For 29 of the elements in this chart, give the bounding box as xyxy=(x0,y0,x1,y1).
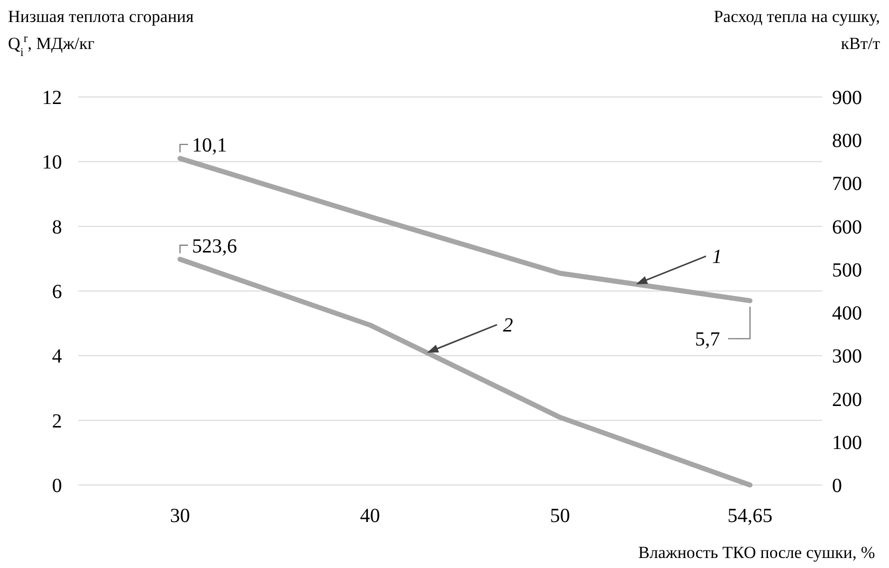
y-tick-label: 10 xyxy=(42,152,62,174)
data-label: 10,1 xyxy=(192,134,227,156)
y2-tick-label: 200 xyxy=(832,388,862,411)
y2-tick-label: 700 xyxy=(832,173,862,196)
y2-tick-label: 400 xyxy=(832,302,862,325)
x-tick-label: 40 xyxy=(360,505,380,527)
y2-tick-label: 900 xyxy=(832,87,862,109)
y2-tick-label: 300 xyxy=(832,346,862,368)
y-tick-label: 6 xyxy=(52,281,62,303)
y-tick-label: 4 xyxy=(52,346,62,368)
y-tick-label: 2 xyxy=(52,410,62,432)
data-label: 523,6 xyxy=(192,235,237,258)
y-tick-label: 12 xyxy=(42,87,62,109)
y2-tick-label: 600 xyxy=(832,216,862,238)
y2-tick-label: 0 xyxy=(832,475,842,497)
y2-axis-title: Расход тепла на сушку, кВт/т xyxy=(714,7,881,53)
x-tick-label: 30 xyxy=(170,505,190,527)
y2-tick-label: 100 xyxy=(832,432,862,454)
series-label: 1 xyxy=(712,246,722,268)
x-axis-title: Влажность ТКО после сушки, % xyxy=(638,543,875,562)
x-tick-label: 50 xyxy=(550,505,570,527)
data-label: 5,7 xyxy=(695,328,720,351)
x-tick-label: 54,65 xyxy=(728,505,772,527)
y2-tick-label: 500 xyxy=(832,259,862,282)
y-axis-title: Низшая теплота сгорания Q$_{i}$$^{r}$, МДж/кг xyxy=(8,7,194,59)
y-tick-label: 0 xyxy=(52,475,62,497)
y-tick-label: 8 xyxy=(52,216,62,238)
text: 2 xyxy=(503,314,513,337)
y2-tick-label: 800 xyxy=(832,130,862,152)
